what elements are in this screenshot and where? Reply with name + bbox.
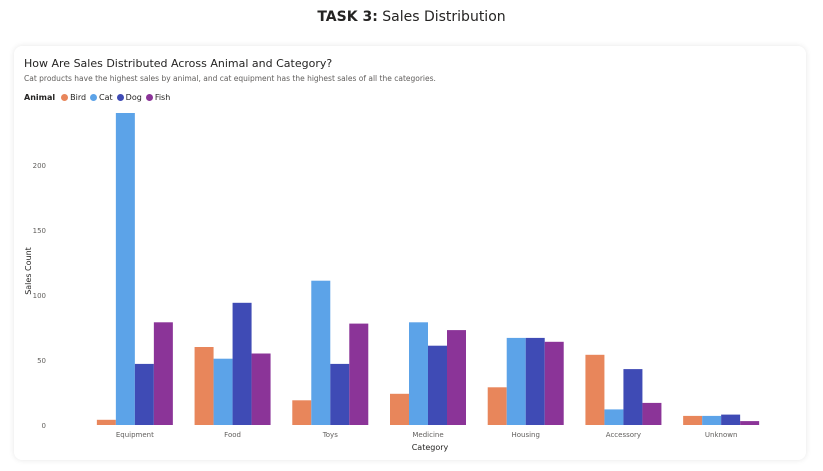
bar-cat-food[interactable] bbox=[213, 358, 233, 425]
legend-items: Bird Cat Dog Fish bbox=[61, 93, 174, 102]
page-title-rest: Sales Distribution bbox=[382, 9, 506, 25]
bar-dog-medicine[interactable] bbox=[428, 345, 447, 425]
x-tick-label: Equipment bbox=[116, 431, 154, 439]
bar-bird-toys[interactable] bbox=[292, 400, 312, 425]
bar-fish-equipment[interactable] bbox=[153, 322, 173, 425]
y-tick-label: 200 bbox=[33, 162, 46, 170]
y-tick-label: 150 bbox=[33, 227, 46, 235]
bar-fish-medicine[interactable] bbox=[447, 330, 466, 425]
bar-fish-food[interactable] bbox=[251, 353, 271, 426]
x-axis-label: Category bbox=[412, 443, 449, 452]
bar-bird-equipment[interactable] bbox=[96, 419, 116, 425]
y-axis-label: Sales Count bbox=[24, 247, 33, 295]
bar-fish-accessory[interactable] bbox=[642, 402, 662, 425]
bar-cat-housing[interactable] bbox=[506, 337, 526, 425]
y-tick-label: 100 bbox=[33, 292, 46, 300]
legend-title: Animal bbox=[24, 93, 56, 102]
y-tick-label: 0 bbox=[42, 422, 46, 430]
bar-cat-toys[interactable] bbox=[311, 280, 331, 425]
bar-dog-equipment[interactable] bbox=[134, 363, 154, 425]
x-tick-label: Food bbox=[224, 431, 241, 439]
legend-dot-bird bbox=[61, 94, 69, 101]
legend-label-bird: Bird bbox=[70, 93, 87, 102]
legend-item-dog[interactable]: Dog bbox=[116, 93, 142, 102]
legend-label-cat: Cat bbox=[99, 93, 113, 102]
page-title: TASK 3: Sales Distribution bbox=[0, 9, 823, 25]
legend-item-fish[interactable]: Fish bbox=[145, 93, 171, 102]
bar-fish-toys[interactable] bbox=[349, 323, 369, 425]
bar-dog-accessory[interactable] bbox=[623, 369, 643, 425]
x-tick-label: Toys bbox=[322, 431, 339, 439]
bar-cat-unknown[interactable] bbox=[702, 415, 722, 425]
legend-item-bird[interactable]: Bird bbox=[61, 93, 86, 102]
bar-fish-unknown[interactable] bbox=[740, 421, 760, 425]
legend-label-fish: Fish bbox=[154, 93, 171, 102]
bar-fish-housing[interactable] bbox=[544, 341, 564, 425]
bar-bird-food[interactable] bbox=[194, 347, 214, 425]
bar-bird-unknown[interactable] bbox=[683, 415, 703, 425]
y-tick-label: 50 bbox=[37, 357, 46, 365]
bar-cat-equipment[interactable] bbox=[115, 113, 135, 425]
bar-dog-unknown[interactable] bbox=[721, 414, 741, 425]
legend-item-cat[interactable]: Cat bbox=[90, 93, 113, 102]
bar-cat-medicine[interactable] bbox=[409, 322, 428, 425]
page-title-bold: TASK 3: bbox=[317, 9, 378, 25]
legend-label-dog: Dog bbox=[125, 93, 142, 102]
x-tick-label: Unknown bbox=[705, 431, 738, 439]
chart-subtitle: Cat products have the highest sales by a… bbox=[24, 74, 436, 83]
legend-dot-fish bbox=[145, 94, 153, 101]
legend-dot-cat bbox=[90, 94, 98, 101]
bar-dog-food[interactable] bbox=[232, 302, 252, 425]
bar-bird-accessory[interactable] bbox=[585, 354, 605, 425]
bar-bird-medicine[interactable] bbox=[390, 393, 409, 425]
x-tick-label: Medicine bbox=[412, 431, 443, 439]
x-tick-label: Accessory bbox=[606, 431, 641, 439]
bar-dog-housing[interactable] bbox=[525, 337, 545, 425]
chart-legend: Animal Bird Cat Dog Fish bbox=[24, 93, 174, 102]
bar-cat-accessory[interactable] bbox=[604, 409, 624, 425]
chart-title: How Are Sales Distributed Across Animal … bbox=[24, 57, 333, 70]
bar-dog-toys[interactable] bbox=[330, 363, 350, 425]
x-tick-label: Housing bbox=[511, 431, 539, 439]
bar-bird-housing[interactable] bbox=[487, 387, 507, 425]
legend-dot-dog bbox=[116, 94, 124, 101]
